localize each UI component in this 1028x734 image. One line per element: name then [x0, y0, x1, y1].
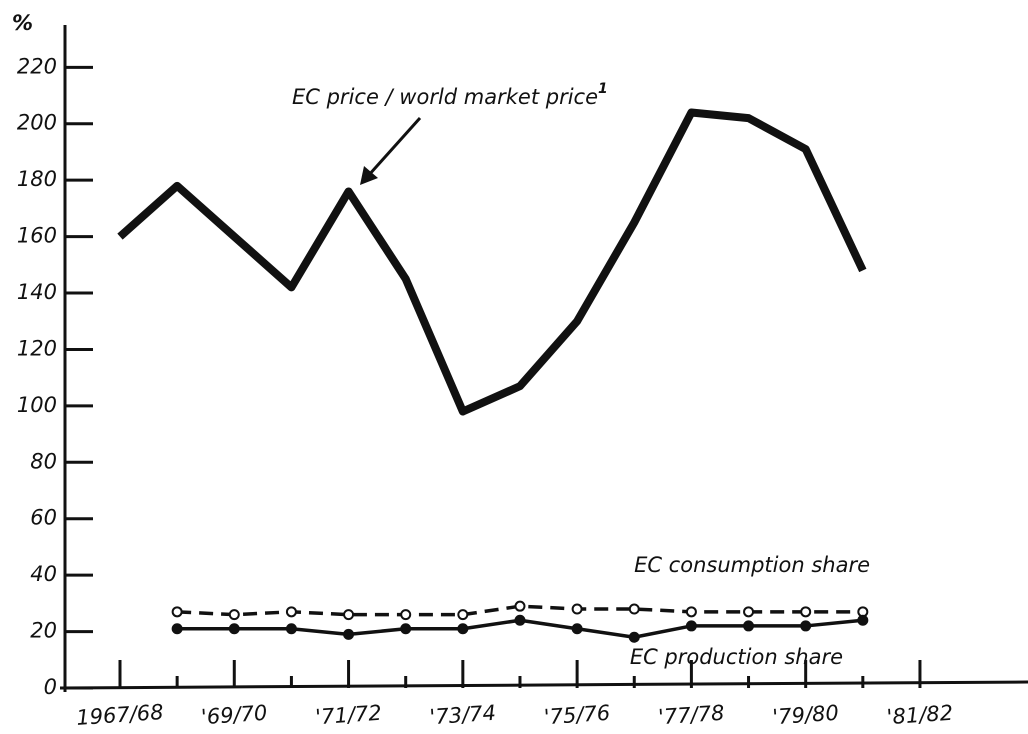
y-tick-label: 220	[17, 54, 57, 78]
data-point	[571, 623, 583, 635]
x-tick-label: 1967/68	[76, 700, 165, 730]
data-point	[571, 603, 583, 615]
y-tick-label: 160	[17, 224, 57, 248]
y-tick-label: 140	[17, 280, 57, 304]
y-tick-label: 60	[30, 506, 57, 530]
data-point	[628, 603, 640, 615]
x-axis	[59, 680, 1028, 690]
data-point	[685, 620, 697, 632]
data-point	[228, 609, 240, 621]
data-point	[400, 623, 412, 635]
data-point	[285, 623, 297, 635]
data-point	[171, 606, 183, 618]
footnote-marker: 1	[598, 81, 608, 97]
y-tick-label: 100	[17, 393, 57, 417]
data-point	[857, 614, 869, 626]
annotation-arrowhead	[360, 166, 378, 185]
y-tick-label: 20	[30, 619, 57, 643]
x-tick-label: '79/80	[772, 701, 840, 730]
y-tick-label: 0	[44, 675, 57, 699]
data-point	[171, 623, 183, 635]
data-point	[800, 606, 812, 618]
data-point	[514, 614, 526, 626]
x-tick-label: '73/74	[429, 701, 497, 730]
annotation-arrow	[366, 116, 422, 178]
x-tick-label: '77/78	[657, 701, 725, 730]
series-line	[117, 108, 867, 416]
data-point	[800, 620, 812, 632]
series-label: EC consumption share	[634, 553, 870, 577]
y-tick-label: 40	[30, 562, 57, 586]
x-tick-label: '81/82	[886, 701, 954, 730]
data-point	[743, 606, 755, 618]
series-label: EC production share	[630, 645, 843, 669]
y-axis-label: %	[12, 11, 33, 35]
x-tick-label: '75/76	[543, 701, 611, 730]
data-point	[457, 623, 469, 635]
y-tick-label: 80	[30, 449, 57, 473]
data-point	[514, 600, 526, 612]
series-label: EC price / world market price1	[292, 81, 608, 109]
data-point	[743, 620, 755, 632]
data-point	[228, 623, 240, 635]
x-tick-label: '71/72	[315, 701, 383, 730]
data-point	[685, 606, 697, 618]
y-tick-label: 180	[17, 167, 57, 191]
y-tick-label: 120	[17, 336, 57, 360]
x-tick-label: '69/70	[200, 701, 268, 730]
data-point	[285, 606, 297, 618]
data-point	[628, 631, 640, 643]
data-point	[343, 609, 355, 621]
data-point	[343, 628, 355, 640]
data-point	[400, 609, 412, 621]
data-point	[457, 609, 469, 621]
y-tick-label: 200	[17, 111, 57, 135]
series-label-text: EC price / world market price	[292, 85, 598, 109]
